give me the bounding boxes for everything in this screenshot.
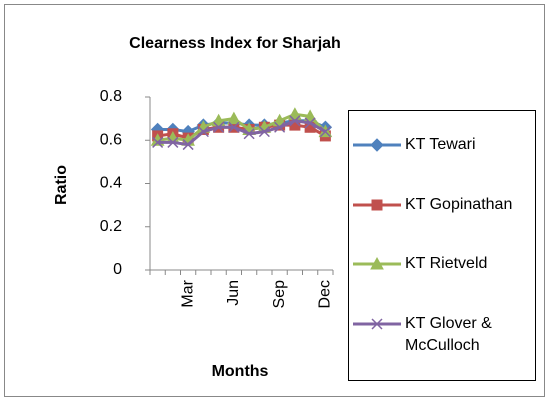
data-point [319, 126, 331, 138]
data-point [197, 126, 209, 138]
legend-marker [370, 257, 384, 270]
data-point [167, 136, 179, 148]
x-tick-label: Dec [317, 280, 334, 308]
legend-marker [371, 318, 383, 330]
series-line [157, 119, 327, 147]
data-point [304, 117, 316, 129]
data-point [228, 121, 240, 133]
chart-title: Clearness Index for Sharjah [129, 35, 341, 52]
data-point [213, 121, 225, 133]
x-tick-label: Mar [179, 279, 196, 307]
y-tick-label: 0 [113, 261, 122, 278]
data-point [274, 121, 286, 133]
x-tick-label: Sep [271, 280, 288, 309]
data-point [289, 115, 301, 127]
legend-marker [371, 199, 383, 211]
legend-swatch [353, 138, 401, 152]
data-point [258, 126, 270, 138]
legend-swatch [353, 318, 401, 330]
legend-label: KT Glover & McCulloch [405, 315, 492, 355]
legend-swatch [353, 199, 401, 211]
legend-label: KT Gopinathan [405, 195, 513, 213]
data-point [152, 136, 164, 148]
legend-label: KT Tewari [405, 135, 476, 153]
legend-label: KT Rietveld [405, 255, 488, 273]
legend-item: KT Gopinathan [349, 194, 535, 216]
legend-item: KT Tewari [349, 134, 535, 156]
x-axis-label: Months [212, 363, 269, 380]
legend-item: KT Rietveld [349, 253, 535, 275]
x-tick-label: Jun [225, 280, 242, 306]
data-point [243, 128, 255, 140]
chart-border [4, 4, 545, 397]
legend-item: KT Glover & McCulloch [349, 313, 535, 357]
y-axis-label: Ratio [53, 165, 70, 205]
data-point [182, 139, 194, 151]
legend-marker [370, 138, 384, 152]
legend-swatch [353, 257, 401, 270]
y-tick-label: 0.4 [100, 175, 122, 192]
y-tick-label: 0.6 [100, 131, 122, 148]
data-point [227, 111, 241, 125]
legend: KT Tewari KT Gopinathan KT Rietveld KT Glov… [348, 110, 536, 381]
y-tick-label: 0.2 [100, 218, 122, 235]
y-tick-label: 0.8 [100, 88, 122, 105]
